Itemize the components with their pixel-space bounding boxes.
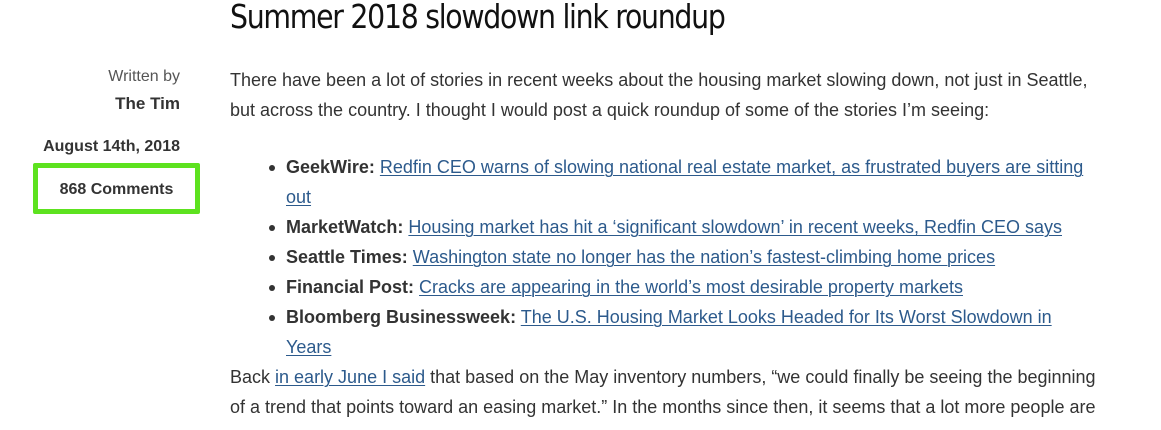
article-link[interactable]: The U.S. Housing Market Looks Headed for… <box>286 307 1052 357</box>
list-item: Bloomberg Businessweek: The U.S. Housing… <box>269 302 1110 362</box>
back-text-before: Back <box>230 367 276 387</box>
source-name: GeekWire: <box>286 157 375 177</box>
list-item: GeekWire: Redfin CEO warns of slowing na… <box>269 152 1110 212</box>
source-name: Financial Post: <box>286 277 415 297</box>
comments-highlight-box[interactable]: 868 Comments <box>33 163 200 214</box>
article-link[interactable]: Redfin CEO warns of slowing national rea… <box>286 157 1084 207</box>
source-name: Bloomberg Businessweek: <box>286 307 517 327</box>
post-date: August 14th, 2018 <box>43 138 180 155</box>
article-link[interactable]: Cracks are appearing in the world’s most… <box>419 277 963 297</box>
article-link[interactable]: Housing market has hit a ‘significant sl… <box>408 217 1062 237</box>
early-june-link[interactable]: in early June I said <box>275 367 426 387</box>
written-by-label: Written by <box>108 68 180 85</box>
source-name: Seattle Times: <box>286 247 408 267</box>
list-item: Seattle Times: Washington state no longe… <box>269 242 1110 272</box>
back-paragraph: Back in early June I said that based on … <box>230 362 1110 422</box>
comments-link[interactable]: 868 Comments <box>59 181 174 198</box>
list-item: MarketWatch: Housing market has hit a ‘s… <box>269 212 1110 242</box>
post-title: Summer 2018 slowdown link roundup <box>230 0 726 36</box>
source-name: MarketWatch: <box>286 217 404 237</box>
list-item: Financial Post: Cracks are appearing in … <box>269 272 1110 302</box>
author-name[interactable]: The Tim <box>115 94 180 113</box>
intro-paragraph: There have been a lot of stories in rece… <box>230 70 1088 120</box>
back-text-after: that based on the May inventory numbers,… <box>230 367 1096 417</box>
article-link[interactable]: Washington state no longer has the natio… <box>412 247 996 267</box>
link-list: GeekWire: Redfin CEO warns of slowing na… <box>230 152 1110 362</box>
